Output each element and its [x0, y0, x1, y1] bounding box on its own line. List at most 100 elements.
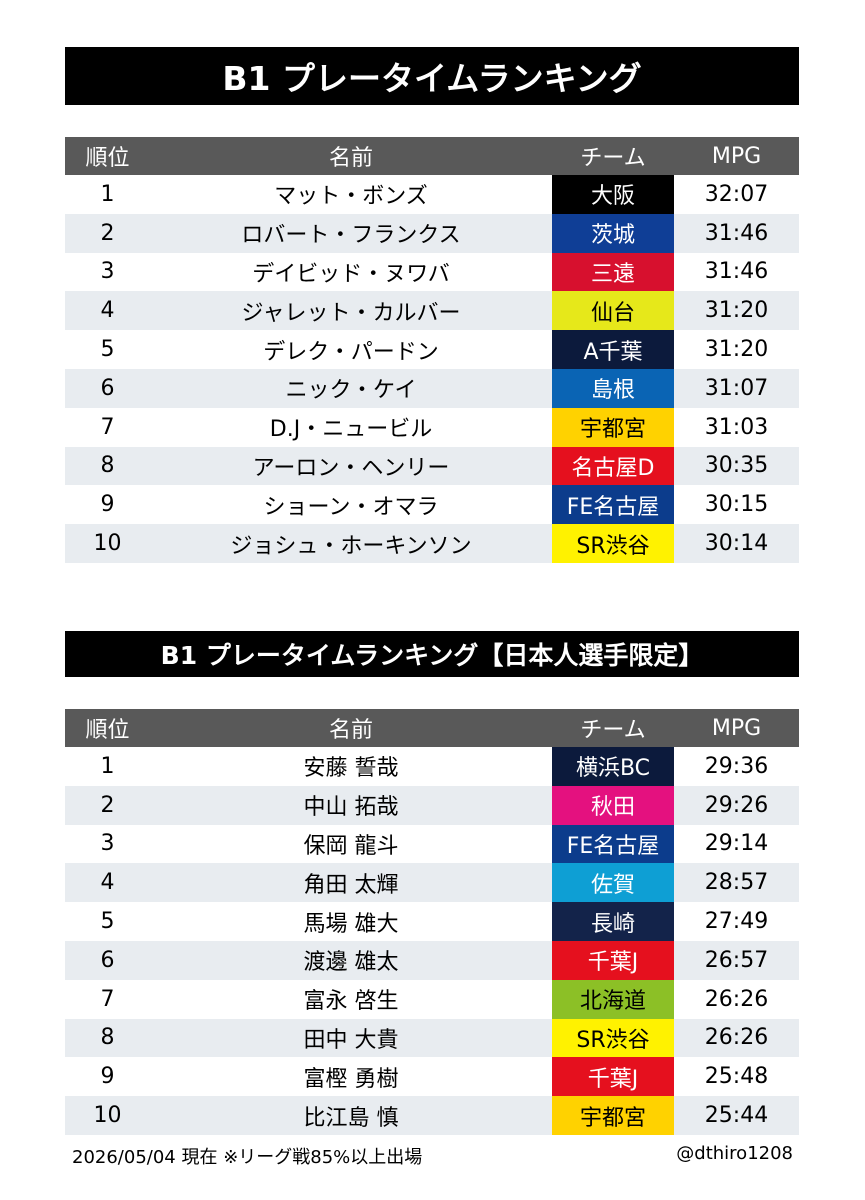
- rank-cell: 10: [93, 1103, 122, 1129]
- table-row: 8 田中 大貴 SR渋谷 26:26: [65, 1018, 799, 1058]
- mpg-cell: 31:46: [704, 220, 769, 246]
- player-name-cell: 安藤 誓哉: [303, 756, 399, 782]
- player-name-cell: 富樫 勇樹: [303, 1066, 399, 1092]
- japanese-ranking-table: 順位 名前 チーム MPG 1 安藤 誓哉 横浜BC 29:36 2 中山 拓哉 秋田 29:…: [65, 709, 799, 1135]
- player-name-cell: 保岡 龍斗: [303, 833, 399, 859]
- table-row: 10 比江島 慎 宇都宮 25:44: [65, 1096, 799, 1135]
- mpg-header: MPG: [711, 143, 762, 169]
- player-name-cell: デレク・パードン: [263, 339, 439, 365]
- table-row: 7 D.J・ニュービル 宇都宮 31:03: [65, 407, 799, 447]
- team-cell: A千葉: [552, 330, 674, 369]
- name-header: 名前: [328, 718, 373, 743]
- player-name-cell: 渡邊 雄太: [303, 950, 399, 976]
- table-row: 1 安藤 誓哉 横浜BC 29:36: [65, 747, 799, 786]
- team-cell: 宇都宮: [552, 1096, 674, 1135]
- table-row: 3 保岡 龍斗 FE名古屋 29:14: [65, 824, 799, 864]
- mpg-cell: 28:57: [704, 870, 769, 896]
- table-row: 4 ジャレット・カルバー 仙台 31:20: [65, 291, 799, 331]
- table-row: 4 角田 太輝 佐賀 28:57: [65, 863, 799, 903]
- player-name-cell: 馬場 雄大: [303, 911, 399, 937]
- rank-cell: 7: [100, 986, 115, 1012]
- rank-cell: 8: [100, 1025, 115, 1051]
- table-row: 5 デレク・パードン A千葉 31:20: [65, 330, 799, 369]
- table-row: 1 マット・ボンズ 大阪 32:07: [65, 175, 799, 214]
- mpg-cell: 26:57: [704, 947, 769, 973]
- table-row: 8 アーロン・ヘンリー 名古屋D 30:35: [65, 446, 799, 486]
- table-row: 5 馬場 雄大 長崎 27:49: [65, 902, 799, 941]
- rank-cell: 7: [100, 414, 115, 440]
- team-cell: 三遠: [552, 252, 674, 292]
- team-cell: SR渋谷: [552, 524, 674, 563]
- mpg-cell: 31:03: [704, 414, 769, 440]
- rank-cell: 8: [100, 453, 115, 479]
- team-cell: 長崎: [552, 902, 674, 941]
- player-name-cell: 比江島 慎: [303, 1105, 399, 1131]
- mpg-cell: 26:26: [704, 986, 769, 1012]
- mpg-cell: 31:20: [704, 298, 769, 324]
- mpg-cell: 29:14: [704, 831, 769, 857]
- table-row: 2 中山 拓哉 秋田 29:26: [65, 785, 799, 825]
- table-row: 6 ニック・ケイ 島根 31:07: [65, 368, 799, 408]
- player-name-cell: ジャレット・カルバー: [241, 300, 461, 326]
- team-cell: 島根: [552, 368, 674, 408]
- rank-cell: 9: [100, 1064, 115, 1090]
- player-name-cell: 中山 拓哉: [303, 795, 399, 821]
- team-cell: 名古屋D: [552, 446, 674, 486]
- name-header: 名前: [328, 146, 373, 171]
- team-cell: 千葉J: [552, 940, 674, 980]
- mpg-cell: 25:48: [704, 1064, 769, 1090]
- team-cell: SR渋谷: [552, 1018, 674, 1058]
- rank-cell: 5: [100, 909, 115, 935]
- team-cell: 北海道: [552, 979, 674, 1019]
- table-row: 6 渡邊 雄太 千葉J 26:57: [65, 940, 799, 980]
- team-cell: 横浜BC: [552, 747, 674, 786]
- team-cell: 秋田: [552, 785, 674, 825]
- rank-cell: 2: [100, 220, 115, 246]
- player-name-cell: ニック・ケイ: [285, 378, 417, 404]
- mpg-header: MPG: [711, 715, 762, 741]
- mpg-cell: 31:46: [704, 259, 769, 285]
- mpg-cell: 25:44: [704, 1103, 769, 1129]
- mpg-cell: 30:15: [704, 492, 769, 518]
- table-body: 1 安藤 誓哉 横浜BC 29:36 2 中山 拓哉 秋田 29:26 3 保岡 龍斗 FE名古屋 2…: [65, 747, 799, 1135]
- table-row: 3 デイビッド・ヌワバ 三遠 31:46: [65, 252, 799, 292]
- team-cell: 大阪: [552, 175, 674, 214]
- rank-cell: 3: [100, 831, 115, 857]
- rank-cell: 4: [100, 298, 115, 324]
- rank-cell: 10: [93, 531, 122, 557]
- player-name-cell: D.J・ニュービル: [269, 417, 433, 443]
- mpg-cell: 32:07: [704, 181, 769, 207]
- table-body: 1 マット・ボンズ 大阪 32:07 2 ロバート・フランクス 茨城 31:46 3 デイビッド・…: [65, 175, 799, 563]
- rank-cell: 1: [100, 753, 115, 779]
- team-cell: 茨城: [552, 213, 674, 253]
- japanese-players-title: B1 プレータイムランキング【日本人選手限定】: [65, 631, 799, 677]
- rank-cell: 6: [100, 947, 115, 973]
- team-header: チーム: [580, 146, 646, 171]
- rank-cell: 4: [100, 870, 115, 896]
- mpg-cell: 30:14: [704, 531, 769, 557]
- rank-cell: 6: [100, 375, 115, 401]
- mpg-cell: 31:20: [704, 337, 769, 363]
- table-row: 9 富樫 勇樹 千葉J 25:48: [65, 1057, 799, 1097]
- player-name-cell: 富永 啓生: [303, 989, 399, 1015]
- player-name-cell: 田中 大貴: [303, 1027, 399, 1053]
- author-handle: @dthiro1208: [676, 1143, 793, 1164]
- rank-cell: 9: [100, 492, 115, 518]
- player-name-cell: 角田 太輝: [303, 872, 399, 898]
- team-cell: FE名古屋: [552, 485, 674, 525]
- team-cell: 千葉J: [552, 1057, 674, 1097]
- team-cell: 宇都宮: [552, 407, 674, 447]
- footnote-date: 2026/05/04 現在 ※リーグ戦85%以上出場: [72, 1147, 423, 1168]
- player-name-cell: ロバート・フランクス: [241, 223, 461, 249]
- table-header: 順位 名前 チーム MPG: [65, 137, 799, 175]
- player-name-cell: アーロン・ヘンリー: [252, 455, 450, 481]
- rank-header: 順位: [85, 146, 130, 171]
- table-row: 9 ショーン・オマラ FE名古屋 30:15: [65, 485, 799, 525]
- mpg-cell: 31:07: [704, 375, 769, 401]
- player-name-cell: ショーン・オマラ: [263, 494, 439, 520]
- mpg-cell: 29:36: [704, 753, 769, 779]
- team-cell: FE名古屋: [552, 824, 674, 864]
- player-name-cell: ジョシュ・ホーキンソン: [230, 533, 472, 559]
- table-header: 順位 名前 チーム MPG: [65, 709, 799, 747]
- player-name-cell: マット・ボンズ: [274, 184, 428, 210]
